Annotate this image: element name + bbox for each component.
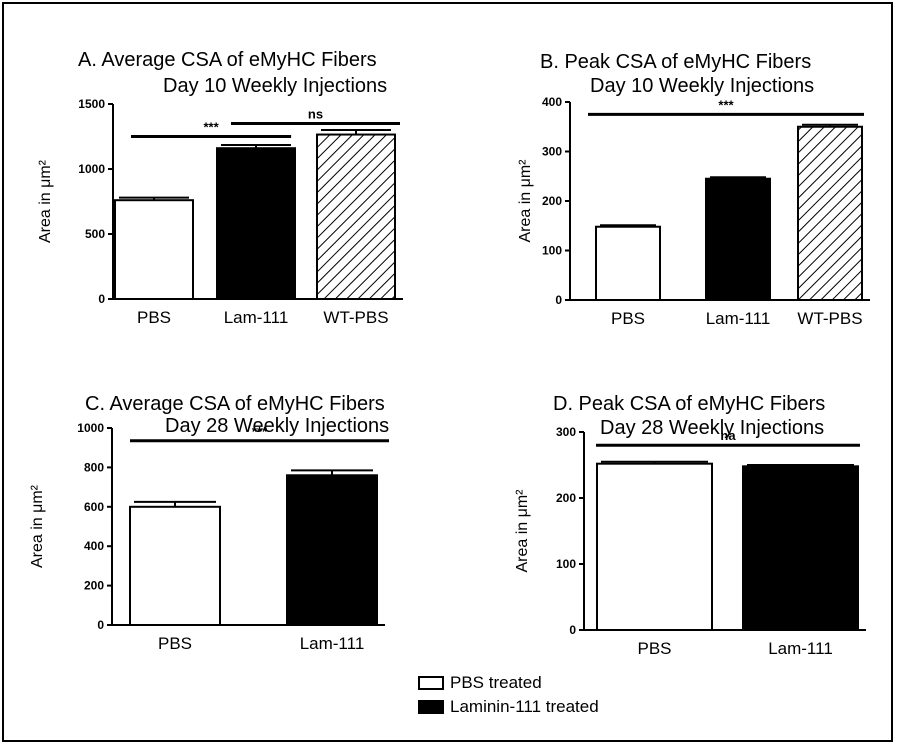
y-tick-label: 800 <box>84 460 104 474</box>
bar-pbs <box>114 199 194 300</box>
y-tick-label: 300 <box>542 145 562 159</box>
chart-title: B. Peak CSA of eMyHC Fibers <box>540 51 811 73</box>
x-tick-label: Lam-111 <box>300 634 365 653</box>
chart-title: C. Average CSA of eMyHC Fibers <box>85 393 385 415</box>
x-tick-label: WT-PBS <box>323 308 388 327</box>
bar-lam-111 <box>705 177 771 302</box>
y-tick-label: 200 <box>542 194 562 208</box>
y-tick-label: 600 <box>84 500 104 514</box>
bar-wt-pbs <box>316 133 396 300</box>
legend-item-pbs: PBS treated <box>418 673 542 693</box>
y-tick-label: 300 <box>556 425 576 439</box>
chart-title: D. Peak CSA of eMyHC Fibers <box>553 393 825 415</box>
significance-label: na <box>720 428 736 443</box>
y-tick-label: 100 <box>542 244 562 258</box>
y-tick-label: 200 <box>84 579 104 593</box>
y-tick-label: 0 <box>97 618 104 632</box>
chart-subtitle: Day 10 Weekly Injections <box>163 75 387 97</box>
y-axis-label: Area in μm² <box>29 484 46 568</box>
legend-label: PBS treated <box>450 673 542 692</box>
x-tick-label: PBS <box>137 308 171 327</box>
y-tick-label: 500 <box>85 227 105 241</box>
significance-label: *** <box>203 120 219 135</box>
significance-label: *** <box>718 97 734 112</box>
legend-swatch-white <box>418 676 444 690</box>
y-tick-label: 1500 <box>78 97 105 111</box>
bar-lam-111 <box>216 147 296 300</box>
chart-title: A. Average CSA of eMyHC Fibers <box>78 49 377 71</box>
x-tick-label: PBS <box>637 639 671 658</box>
y-tick-label: 200 <box>556 491 576 505</box>
y-tick-label: 0 <box>555 293 562 307</box>
y-axis-label: Area in μm² <box>517 159 534 243</box>
legend-swatch-black <box>418 700 444 714</box>
legend-label: Laminin-111 treated <box>450 697 599 716</box>
chart-subtitle: Day 10 Weekly Injections <box>590 75 814 97</box>
significance-label: ns <box>308 107 323 122</box>
chart-subtitle: Day 28 Weekly Injections <box>165 415 389 437</box>
bar-pbs <box>596 462 713 631</box>
y-axis-label: Area in μm² <box>37 159 54 243</box>
y-tick-label: 1000 <box>78 162 105 176</box>
x-tick-label: PBS <box>158 634 192 653</box>
y-axis-label: Area in μm² <box>514 489 531 573</box>
bar-lam-111 <box>742 465 859 631</box>
x-tick-label: PBS <box>611 309 645 328</box>
chart-subtitle: Day 28 Weekly Injections <box>600 417 824 439</box>
chart-panel-a: A. Average CSA of eMyHC Fibers Day 10 Wee… <box>37 49 403 327</box>
bar-wt-pbs <box>797 125 863 301</box>
legend-item-laminin: Laminin-111 treated <box>418 697 599 717</box>
bar-pbs <box>595 225 661 302</box>
bar-pbs <box>129 505 221 626</box>
y-tick-label: 400 <box>542 95 562 109</box>
y-tick-label: 0 <box>569 623 576 637</box>
bar-lam-111 <box>286 474 378 626</box>
significance-label: *** <box>252 424 268 439</box>
x-tick-label: Lam-111 <box>224 308 289 327</box>
y-tick-label: 100 <box>556 557 576 571</box>
y-tick-label: 1000 <box>77 421 104 435</box>
x-tick-label: Lam-111 <box>768 639 833 658</box>
x-tick-label: Lam-111 <box>706 309 771 328</box>
y-tick-label: 0 <box>98 292 105 306</box>
y-tick-label: 400 <box>84 539 104 553</box>
x-tick-label: WT-PBS <box>797 309 862 328</box>
